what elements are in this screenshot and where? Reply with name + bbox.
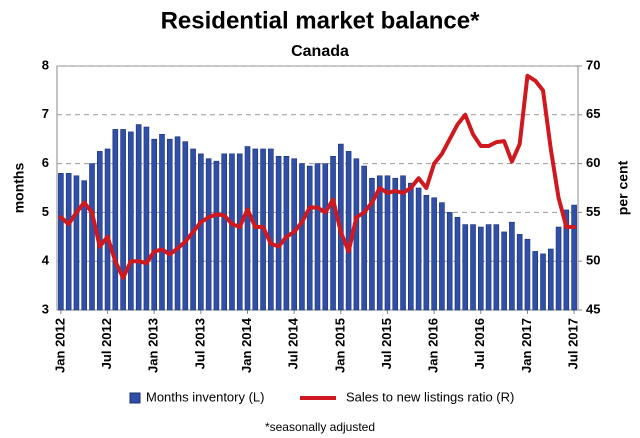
- chart-subtitle: Canada: [291, 43, 349, 60]
- bar: [229, 153, 235, 311]
- y-tick-label: 3: [42, 301, 49, 316]
- y-tick-label: 8: [42, 57, 49, 72]
- bar: [485, 224, 492, 311]
- bar: [135, 124, 142, 311]
- footnote: *seasonally adjusted: [265, 420, 375, 434]
- legend-label: Sales to new listings ratio (R): [346, 389, 514, 404]
- x-tick-label: Jan 2014: [239, 317, 254, 373]
- bar: [166, 138, 173, 311]
- bar: [322, 163, 329, 311]
- bar: [151, 138, 157, 311]
- bar: [213, 160, 220, 311]
- bar: [73, 175, 80, 311]
- bar: [120, 129, 126, 311]
- y-tick-label: 7: [42, 106, 49, 121]
- y2-axis-label: per cent: [615, 160, 631, 215]
- bar: [470, 224, 476, 311]
- y-axis-label: months: [11, 163, 27, 214]
- bar: [58, 173, 64, 311]
- x-tick-label: Jan 2016: [426, 318, 441, 373]
- bar: [81, 180, 88, 311]
- chart-title: Residential market balance*: [161, 7, 480, 34]
- x-tick-label: Jan 2012: [52, 318, 67, 373]
- bar: [478, 226, 484, 311]
- bar: [408, 182, 414, 311]
- bar: [547, 248, 554, 311]
- bar: [330, 155, 336, 311]
- y2-tick-label: 55: [586, 204, 600, 219]
- bar: [431, 197, 437, 311]
- bar: [563, 209, 570, 311]
- bar: [501, 231, 507, 311]
- bar: [112, 129, 119, 311]
- legend-label: Months inventory (L): [146, 389, 265, 404]
- bar: [462, 224, 469, 311]
- bar: [306, 165, 313, 311]
- bar: [555, 226, 562, 311]
- line: [58, 73, 577, 280]
- bar: [275, 155, 282, 311]
- bar: [182, 141, 189, 311]
- bar: [423, 195, 430, 311]
- bar: [104, 148, 111, 311]
- bar: [314, 163, 321, 311]
- x-tick-label: Jul 2017: [566, 318, 581, 369]
- y-tick-label: 5: [42, 204, 49, 219]
- bar: [244, 146, 251, 311]
- bar: [540, 253, 546, 311]
- bar: [524, 238, 531, 311]
- bar: [252, 148, 259, 311]
- x-tick-label: Jul 2012: [99, 318, 114, 369]
- bar: [532, 251, 539, 311]
- bar: [400, 175, 406, 311]
- y-tick-label: 6: [42, 155, 49, 170]
- bar: [174, 136, 181, 311]
- bar: [198, 153, 204, 311]
- y2-tick-label: 65: [586, 106, 600, 121]
- bar: [236, 153, 243, 311]
- bar: [369, 177, 375, 311]
- x-tick-label: Jul 2015: [379, 318, 394, 369]
- x-tick-label: Jul 2014: [286, 317, 301, 369]
- bar: [268, 148, 274, 311]
- bar: [283, 155, 290, 311]
- x-tick-label: Jan 2017: [519, 318, 534, 373]
- bar: [221, 153, 227, 311]
- y2-tick-label: 50: [586, 253, 600, 268]
- bar: [384, 175, 391, 311]
- bar: [299, 163, 305, 311]
- bar: [439, 202, 445, 311]
- bar: [89, 163, 95, 311]
- bar: [415, 187, 422, 311]
- bar: [159, 134, 165, 311]
- bar: [143, 126, 150, 311]
- bar: [345, 151, 352, 311]
- x-tick-label: Jan 2013: [146, 318, 161, 373]
- bar: [376, 175, 383, 311]
- bar: [353, 158, 360, 311]
- y2-tick-label: 60: [586, 155, 600, 170]
- bar: [516, 234, 523, 311]
- x-tick-label: Jan 2015: [332, 318, 347, 373]
- x-tick-label: Jul 2016: [472, 318, 487, 369]
- bar: [509, 221, 515, 311]
- bar: [446, 212, 453, 311]
- bar: [392, 177, 399, 311]
- legend-swatch: [129, 392, 141, 404]
- y-tick-label: 4: [42, 253, 50, 268]
- y2-tick-label: 45: [586, 301, 600, 316]
- bar: [361, 165, 367, 311]
- x-tick-label: Jul 2013: [192, 318, 207, 369]
- bar: [571, 204, 577, 311]
- bar: [205, 158, 212, 311]
- bar: [128, 131, 134, 311]
- y2-tick-label: 70: [586, 57, 600, 72]
- bar: [454, 216, 461, 311]
- bar: [493, 224, 500, 311]
- bar: [65, 173, 72, 311]
